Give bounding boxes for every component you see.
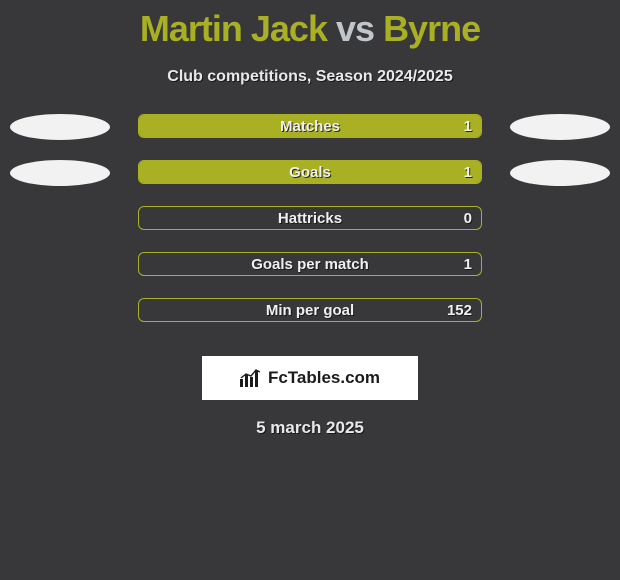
player-avatar-left xyxy=(10,160,110,186)
stat-bar: Hattricks0 xyxy=(138,206,482,230)
stat-row: Goals1 xyxy=(0,160,620,206)
title-player2: Byrne xyxy=(383,8,480,49)
stat-bar-fill-right xyxy=(310,161,481,183)
stat-bar: Goals per match1 xyxy=(138,252,482,276)
stat-label: Min per goal xyxy=(139,299,481,321)
title: Martin Jack vs Byrne xyxy=(0,0,620,50)
brand-text: FcTables.com xyxy=(268,368,380,388)
player-avatar-right xyxy=(510,114,610,140)
stat-bar: Min per goal152 xyxy=(138,298,482,322)
stat-bar-fill-left xyxy=(139,161,310,183)
title-vs: vs xyxy=(336,8,374,49)
stats-list: Matches1Goals1Hattricks0Goals per match1… xyxy=(0,114,620,344)
bar-chart-icon xyxy=(240,369,262,387)
comparison-card: Martin Jack vs Byrne Club competitions, … xyxy=(0,0,620,580)
stat-bar-fill-left xyxy=(139,115,310,137)
player-avatar-left xyxy=(10,114,110,140)
stat-bar: Goals1 xyxy=(138,160,482,184)
stat-value-right: 0 xyxy=(464,207,472,230)
stat-value-right: 152 xyxy=(447,299,472,322)
brand-badge[interactable]: FcTables.com xyxy=(202,356,418,400)
stat-bar: Matches1 xyxy=(138,114,482,138)
subtitle: Club competitions, Season 2024/2025 xyxy=(0,68,620,86)
title-player1: Martin Jack xyxy=(140,8,327,49)
stat-label: Hattricks xyxy=(139,207,481,229)
stat-row: Goals per match1 xyxy=(0,252,620,298)
stat-label: Goals per match xyxy=(139,253,481,275)
stat-value-right: 1 xyxy=(464,253,472,276)
stat-bar-fill-right xyxy=(310,115,481,137)
stat-row: Min per goal152 xyxy=(0,298,620,344)
stat-row: Hattricks0 xyxy=(0,206,620,252)
stat-row: Matches1 xyxy=(0,114,620,160)
player-avatar-right xyxy=(510,160,610,186)
date-label: 5 march 2025 xyxy=(0,418,620,438)
